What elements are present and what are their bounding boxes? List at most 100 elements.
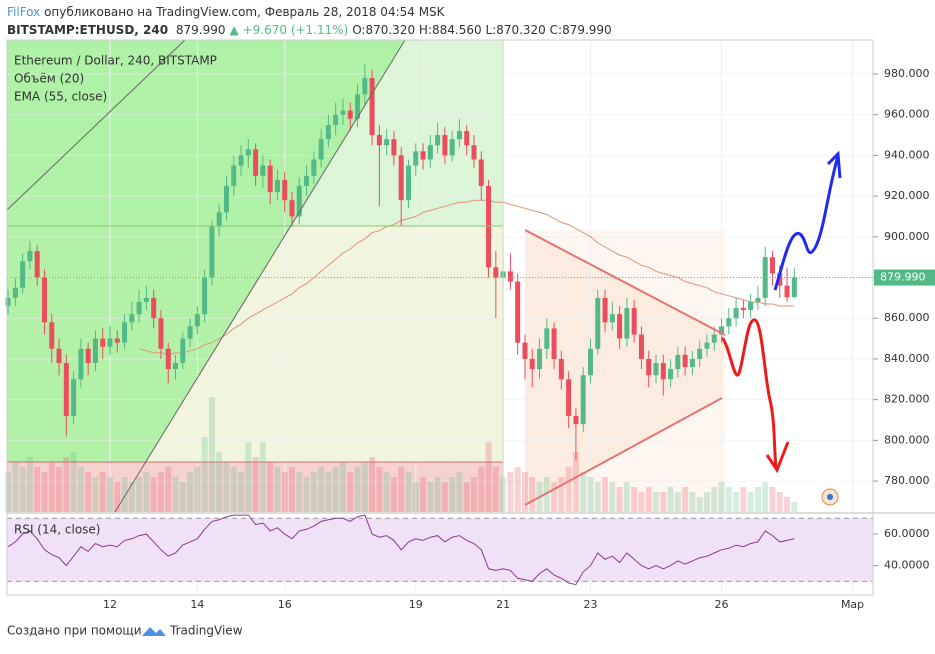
volume-bar xyxy=(791,502,798,512)
volume-bar xyxy=(689,492,696,512)
candle-body xyxy=(420,151,426,160)
candle-body xyxy=(427,145,433,160)
volume-bar xyxy=(383,472,390,512)
candle-body xyxy=(282,179,288,201)
y-tick-label: 920.000 xyxy=(884,189,930,202)
footer-brand[interactable]: TradingView xyxy=(169,624,243,638)
candle-body xyxy=(202,277,208,315)
candle-body xyxy=(769,257,775,274)
x-tick-label: Мар xyxy=(841,598,864,611)
volume-bar xyxy=(296,472,303,512)
candle-body xyxy=(49,322,55,349)
volume-bar xyxy=(653,492,659,512)
candle-body xyxy=(726,318,732,327)
volume-bar xyxy=(201,437,208,512)
volume-bar xyxy=(223,462,230,512)
volume-bar xyxy=(696,497,703,512)
volume-bar xyxy=(682,487,689,512)
author[interactable]: FilFox xyxy=(7,5,40,19)
volume-bar xyxy=(208,397,215,512)
ohlc-open: O:870.320 xyxy=(352,23,415,37)
ohlc-high: H:884.560 xyxy=(419,23,482,37)
volume-bar xyxy=(449,477,456,512)
candle-body xyxy=(697,348,703,359)
candle-body xyxy=(63,363,69,416)
candle-body xyxy=(551,328,557,359)
volume-bar xyxy=(230,467,237,512)
volume-bar xyxy=(507,472,514,512)
volume-bar xyxy=(157,472,164,512)
y-tick-label: 800.000 xyxy=(884,433,930,446)
candle-body xyxy=(325,124,331,140)
volume-bar xyxy=(63,457,70,512)
candle-body xyxy=(486,185,492,268)
candle-body xyxy=(173,363,179,370)
candle-body xyxy=(376,135,382,146)
volume-bar xyxy=(48,462,55,512)
candle-body xyxy=(646,358,652,376)
volume-bar xyxy=(441,482,448,512)
candle-body xyxy=(740,308,746,311)
x-tick-label: 23 xyxy=(583,598,597,611)
candle-body xyxy=(85,348,91,364)
volume-bar xyxy=(645,487,652,512)
volume-bar xyxy=(587,477,594,512)
candle-body xyxy=(668,369,674,380)
volume-bar xyxy=(165,467,172,512)
y-tick-label: 900.000 xyxy=(884,230,930,243)
y-tick-label: 960.000 xyxy=(884,108,930,121)
candle-body xyxy=(180,338,186,364)
candle-body xyxy=(391,139,397,156)
volume-bar xyxy=(339,462,346,512)
header: FilFox опубликовано на TradingView.com, … xyxy=(7,5,446,19)
volume-bar xyxy=(274,467,281,512)
x-tick-label: 21 xyxy=(496,598,510,611)
candle-body xyxy=(784,285,790,298)
candle-body xyxy=(515,281,521,343)
candle-body xyxy=(413,151,419,166)
y-tick-label: 980.000 xyxy=(884,67,930,80)
volume-bar xyxy=(70,452,77,512)
candle-body xyxy=(464,130,470,146)
volume-bar xyxy=(667,487,674,512)
volume-bar xyxy=(703,492,710,512)
drawings xyxy=(6,39,842,513)
candle-body xyxy=(92,338,98,364)
candle-body xyxy=(12,287,18,298)
volume-bar xyxy=(267,462,274,512)
volume-bar xyxy=(631,487,638,512)
candle-body xyxy=(748,301,754,311)
volume-bar xyxy=(514,467,521,512)
candle-body xyxy=(340,110,346,115)
volume-bar xyxy=(121,477,128,512)
x-tick-label: 14 xyxy=(190,598,204,611)
volume-bar xyxy=(332,467,339,512)
candle-body xyxy=(624,308,630,339)
volume-bar xyxy=(92,477,99,512)
volume-bar xyxy=(660,492,667,512)
volume-bar xyxy=(398,467,405,512)
candle-body xyxy=(165,348,171,370)
volume-bar xyxy=(376,467,383,512)
candle-body xyxy=(369,78,375,136)
volume-bar xyxy=(740,487,747,512)
candle-body xyxy=(216,212,222,227)
volume-bar xyxy=(718,482,725,512)
candle-body xyxy=(136,301,142,315)
candle-body xyxy=(223,185,229,213)
candle-body xyxy=(41,277,47,323)
candle-body xyxy=(56,348,62,364)
candle-body xyxy=(187,326,193,339)
volume-bar xyxy=(492,467,499,512)
candle-body xyxy=(158,318,164,349)
candle-body xyxy=(347,110,353,119)
volume-bar xyxy=(245,442,252,512)
volume-bar xyxy=(136,477,143,512)
volume-bar xyxy=(776,492,783,512)
volume-bar xyxy=(361,462,368,512)
candle-body xyxy=(449,139,455,156)
volume-bar xyxy=(733,492,740,512)
volume-bar xyxy=(172,477,179,512)
candle-body xyxy=(245,149,251,156)
